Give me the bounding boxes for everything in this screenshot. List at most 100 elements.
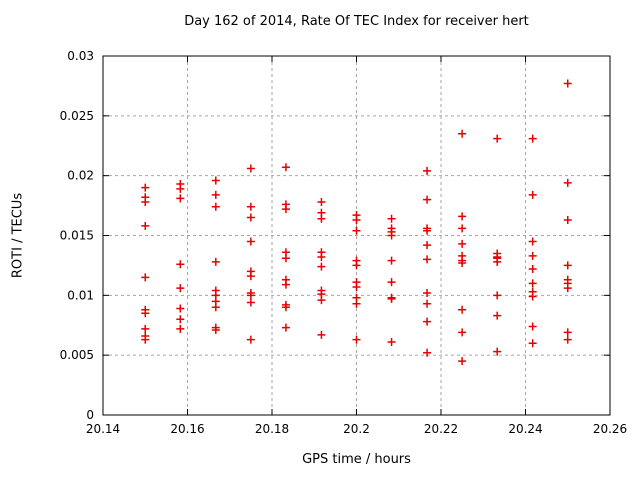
- data-point-marker: [176, 284, 185, 293]
- data-point-marker: [493, 134, 502, 143]
- x-axis-label: GPS time / hours: [302, 452, 411, 467]
- data-point-marker: [281, 303, 290, 312]
- data-point-marker: [211, 190, 220, 199]
- data-point-marker: [141, 273, 150, 282]
- data-point-marker: [141, 324, 150, 333]
- y-tick-label: 0: [86, 408, 94, 422]
- data-point-marker: [423, 299, 432, 308]
- data-point-marker: [458, 357, 467, 366]
- x-tick-label: 20.24: [508, 422, 542, 436]
- data-point-marker: [176, 304, 185, 313]
- data-point-marker: [176, 324, 185, 333]
- data-point-marker: [528, 190, 537, 199]
- data-point-marker: [387, 256, 396, 265]
- data-point-marker: [387, 214, 396, 223]
- x-tick-label: 20.18: [255, 422, 289, 436]
- data-point-marker: [211, 326, 220, 335]
- data-point-marker: [281, 254, 290, 263]
- data-point-marker: [493, 311, 502, 320]
- data-point-marker: [352, 215, 361, 224]
- data-point-marker: [317, 214, 326, 223]
- data-point-marker: [458, 305, 467, 314]
- y-tick-label: 0.01: [67, 288, 94, 302]
- data-point-marker: [317, 296, 326, 305]
- data-point-marker: [317, 262, 326, 271]
- data-point-marker: [563, 215, 572, 224]
- data-point-marker: [387, 338, 396, 347]
- data-point-marker: [458, 239, 467, 248]
- data-points: [141, 79, 572, 366]
- data-point-marker: [423, 241, 432, 250]
- data-point-marker: [387, 294, 396, 303]
- data-point-marker: [563, 178, 572, 187]
- x-tick-label: 20.14: [86, 422, 120, 436]
- data-point-marker: [458, 259, 467, 268]
- data-point-marker: [352, 299, 361, 308]
- data-point-marker: [528, 134, 537, 143]
- data-point-marker: [317, 197, 326, 206]
- data-point-marker: [281, 163, 290, 172]
- data-point-marker: [352, 261, 361, 270]
- data-point-marker: [458, 328, 467, 337]
- data-point-marker: [246, 291, 255, 300]
- data-point-marker: [246, 237, 255, 246]
- data-point-marker: [387, 278, 396, 287]
- data-point-marker: [528, 339, 537, 348]
- axes-frame: [102, 55, 611, 416]
- data-point-marker: [458, 212, 467, 221]
- data-point-marker: [176, 315, 185, 324]
- data-point-marker: [352, 335, 361, 344]
- data-point-marker: [281, 323, 290, 332]
- data-point-marker: [563, 79, 572, 88]
- data-point-marker: [423, 288, 432, 297]
- data-point-marker: [141, 335, 150, 344]
- data-point-marker: [246, 202, 255, 211]
- data-point-marker: [246, 272, 255, 281]
- data-point-marker: [141, 197, 150, 206]
- data-point-marker: [458, 129, 467, 138]
- data-point-marker: [493, 291, 502, 300]
- data-point-marker: [211, 202, 220, 211]
- data-point-marker: [493, 347, 502, 356]
- x-tick-label: 20.2: [343, 422, 370, 436]
- data-point-marker: [246, 335, 255, 344]
- data-point-marker: [352, 282, 361, 291]
- x-tick-label: 20.16: [170, 422, 204, 436]
- data-point-marker: [423, 348, 432, 357]
- data-point-marker: [458, 224, 467, 233]
- data-point-marker: [563, 284, 572, 293]
- data-point-marker: [246, 164, 255, 173]
- data-point-marker: [176, 194, 185, 203]
- data-point-marker: [317, 330, 326, 339]
- data-point-marker: [423, 166, 432, 175]
- data-point-marker: [528, 322, 537, 331]
- data-point-marker: [211, 176, 220, 185]
- data-point-marker: [563, 335, 572, 344]
- data-point-marker: [317, 253, 326, 262]
- data-point-marker: [563, 328, 572, 337]
- data-point-marker: [563, 261, 572, 270]
- data-point-marker: [141, 183, 150, 192]
- data-point-marker: [211, 303, 220, 312]
- grid-lines: [103, 56, 610, 415]
- data-point-marker: [141, 309, 150, 318]
- data-point-marker: [211, 257, 220, 266]
- data-point-marker: [423, 317, 432, 326]
- data-point-marker: [387, 231, 396, 240]
- data-point-marker: [528, 237, 537, 246]
- data-point-marker: [528, 292, 537, 301]
- data-point-marker: [528, 251, 537, 260]
- data-point-marker: [176, 184, 185, 193]
- data-point-marker: [176, 260, 185, 269]
- y-tick-label: 0.02: [67, 169, 94, 183]
- x-tick-label: 20.22: [424, 422, 458, 436]
- y-tick-label: 0.025: [60, 109, 94, 123]
- data-point-marker: [528, 279, 537, 288]
- y-tick-label: 0.005: [60, 348, 94, 362]
- y-tick-label: 0.015: [60, 229, 94, 243]
- data-point-marker: [141, 221, 150, 230]
- data-point-marker: [423, 255, 432, 264]
- tick-labels: 20.14 20.16 20.18 20.2 20.22 20.24 20.26 0 0.005…: [60, 49, 628, 436]
